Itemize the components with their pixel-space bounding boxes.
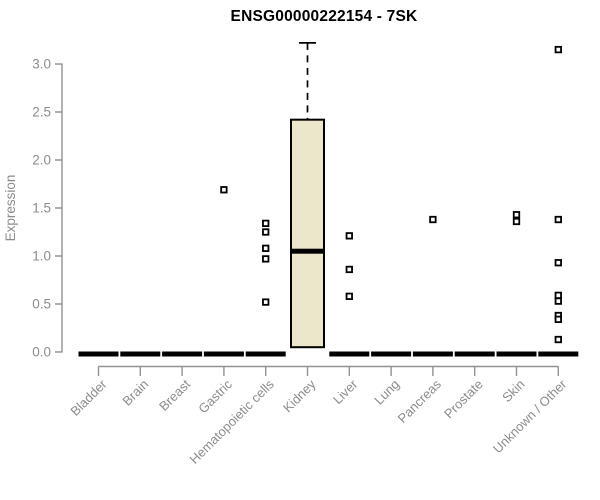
outlier-point [554,259,562,267]
outlier-point [345,292,353,300]
outlier-point [512,217,521,226]
box [290,118,325,349]
x-tick-label: Breast [156,376,193,413]
outlier-point [345,265,353,274]
outlier-point [262,244,270,252]
x-tick-label: Prostate [441,377,486,422]
x-tick-label: Pancreas [395,376,445,426]
collapsed-box [412,351,453,357]
outlier-point [554,291,562,300]
x-tick-label: Unknown / Other [490,376,570,456]
outlier-point [220,186,228,194]
y-tick-label: 0.5 [32,297,51,312]
collapsed-box [496,351,537,357]
collapsed-box [245,351,286,357]
x-tick-label: Lung [371,377,402,408]
outlier-point [262,228,270,236]
outlier-point [262,255,270,263]
x-tick-label: Bladder [67,376,110,419]
outlier-point [262,298,270,306]
x-tick-label: Kidney [280,376,319,415]
collapsed-box [120,351,161,357]
outlier-point [554,335,562,344]
median-line [291,248,324,254]
y-tick-label: 1.5 [32,201,51,216]
chart-title: ENSG00000222154 - 7SK [230,8,418,25]
y-axis-title: Expression [3,175,18,242]
outlier-point [554,297,562,305]
collapsed-box [162,351,203,357]
y-tick-label: 1.0 [32,249,51,264]
outlier-point [262,219,270,228]
collapsed-box [203,351,244,357]
y-tick-label: 0.0 [32,345,51,360]
collapsed-box [78,351,119,357]
outlier-point [554,215,562,224]
outlier-point [554,315,562,324]
y-tick-label: 2.0 [32,153,51,168]
y-tick-label: 3.0 [32,57,51,72]
x-tick-label: Brain [119,377,151,409]
outlier-point [345,232,353,240]
x-tick-label: Gastric [195,376,235,416]
outlier-point [429,215,437,224]
collapsed-box [538,351,579,357]
y-tick-label: 2.5 [32,105,51,120]
collapsed-box [329,351,370,357]
outlier-point [512,211,521,219]
x-tick-label: Skin [499,377,527,405]
outlier-point [554,45,562,54]
collapsed-box [454,351,495,357]
x-tick-label: Liver [330,376,361,407]
collapsed-box [371,351,412,357]
